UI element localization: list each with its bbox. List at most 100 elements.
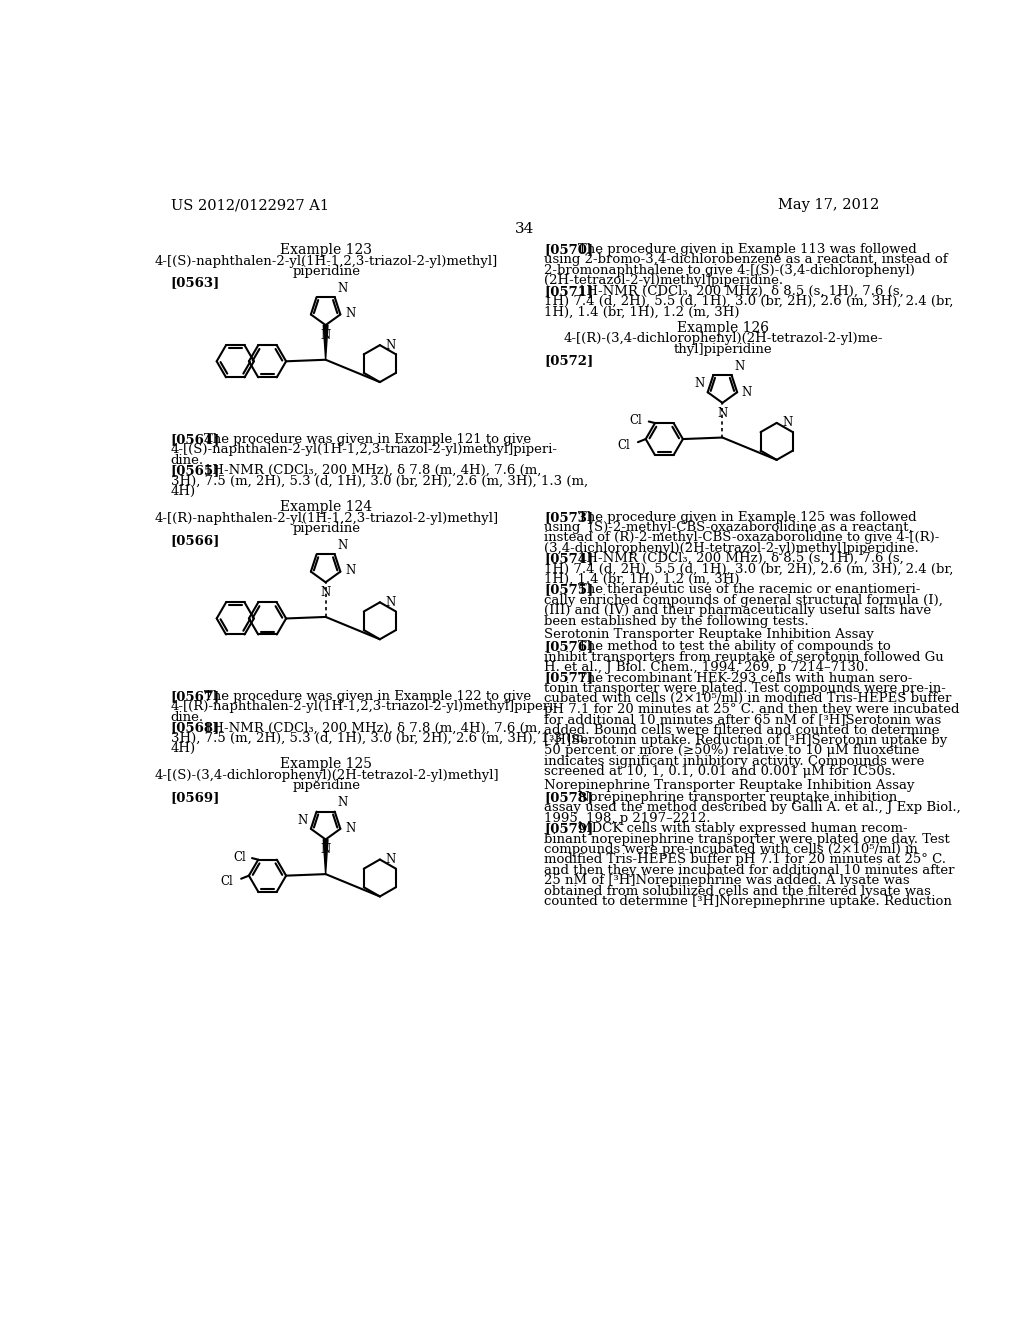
Text: 1H-NMR (CDCl₃, 200 MHz), δ 7.8 (m, 4H), 7.6 (m,: 1H-NMR (CDCl₃, 200 MHz), δ 7.8 (m, 4H), … <box>204 721 542 734</box>
Text: Example 126: Example 126 <box>677 321 769 335</box>
Text: The procedure was given in Example 122 to give: The procedure was given in Example 122 t… <box>204 690 531 704</box>
Text: N: N <box>321 329 331 342</box>
Text: Cl: Cl <box>220 875 233 888</box>
Text: N: N <box>338 796 348 809</box>
Text: (3,4-dichlorophenyl)(2H-tetrazol-2-yl)methyl]piperidine.: (3,4-dichlorophenyl)(2H-tetrazol-2-yl)me… <box>544 543 919 554</box>
Text: indicates significant inhibitory activity. Compounds were: indicates significant inhibitory activit… <box>544 755 925 768</box>
Text: 4H): 4H) <box>171 484 196 498</box>
Text: thyl]piperidine: thyl]piperidine <box>674 343 772 356</box>
Text: been established by the following tests.: been established by the following tests. <box>544 615 809 627</box>
Text: The therapeutic use of the racemic or enantiomeri-: The therapeutic use of the racemic or en… <box>578 583 920 597</box>
Text: 4-[(S)-naphthalen-2-yl(1H-1,2,3-triazol-2-yl)methyl]: 4-[(S)-naphthalen-2-yl(1H-1,2,3-triazol-… <box>155 255 498 268</box>
Text: MDCK cells with stably expressed human recom-: MDCK cells with stably expressed human r… <box>578 822 907 836</box>
Text: piperidine: piperidine <box>293 265 360 279</box>
Text: 4-[(R)-naphthalen-2-yl(1H-1,2,3-triazol-2-yl)methyl]: 4-[(R)-naphthalen-2-yl(1H-1,2,3-triazol-… <box>155 512 499 525</box>
Text: added. Bound cells were filtered and counted to determine: added. Bound cells were filtered and cou… <box>544 723 940 737</box>
Text: piperidine: piperidine <box>293 779 360 792</box>
Text: [0569]: [0569] <box>171 791 220 804</box>
Text: [0575]: [0575] <box>544 583 594 597</box>
Text: dine.: dine. <box>171 454 204 467</box>
Text: 50 percent or more (≥50%) relative to 10 μM fluoxetine: 50 percent or more (≥50%) relative to 10… <box>544 744 920 758</box>
Text: Cl: Cl <box>630 414 643 428</box>
Text: Serotonin Transporter Reuptake Inhibition Assay: Serotonin Transporter Reuptake Inhibitio… <box>544 628 874 642</box>
Text: The procedure was given in Example 121 to give: The procedure was given in Example 121 t… <box>204 433 531 446</box>
Text: 4-[(R)-(3,4-dichlorophenyl)(2H-tetrazol-2-yl)me-: 4-[(R)-(3,4-dichlorophenyl)(2H-tetrazol-… <box>563 333 883 346</box>
Text: dine.: dine. <box>171 711 204 723</box>
Text: 25 nM of [³H]Norepinephrine was added. A lysate was: 25 nM of [³H]Norepinephrine was added. A… <box>544 874 909 887</box>
Text: N: N <box>385 595 395 609</box>
Text: obtained from solubilized cells and the filtered lysate was: obtained from solubilized cells and the … <box>544 884 931 898</box>
Text: N: N <box>338 282 348 294</box>
Text: N: N <box>734 360 744 372</box>
Text: The procedure given in Example 125 was followed: The procedure given in Example 125 was f… <box>578 511 916 524</box>
Text: [0566]: [0566] <box>171 533 220 546</box>
Text: using 2-bromo-3,4-dichlorobenzene as a reactant, instead of: using 2-bromo-3,4-dichlorobenzene as a r… <box>544 253 948 267</box>
Text: N: N <box>782 416 793 429</box>
Text: N: N <box>338 539 348 552</box>
Text: Example 125: Example 125 <box>281 758 373 771</box>
Text: 34: 34 <box>515 222 535 235</box>
Text: May 17, 2012: May 17, 2012 <box>777 198 879 213</box>
Text: [0572]: [0572] <box>544 354 594 367</box>
Text: Cl: Cl <box>617 438 630 451</box>
Text: 4-[(R)-naphthalen-2-yl(1H-1,2,3-triazol-2-yl)methyl]piperi-: 4-[(R)-naphthalen-2-yl(1H-1,2,3-triazol-… <box>171 701 558 714</box>
Text: 1H), 1.4 (br, 1H), 1.2 (m, 3H): 1H), 1.4 (br, 1H), 1.2 (m, 3H) <box>544 305 739 318</box>
Text: assay used the method described by Galli A. et al., J Exp Biol.,: assay used the method described by Galli… <box>544 801 961 814</box>
Text: 1H), 1.4 (br, 1H), 1.2 (m, 3H): 1H), 1.4 (br, 1H), 1.2 (m, 3H) <box>544 573 739 586</box>
Text: [0577]: [0577] <box>544 672 593 685</box>
Text: Norepinephrine Transporter Reuptake Inhibition Assay: Norepinephrine Transporter Reuptake Inhi… <box>544 779 914 792</box>
Text: modified Tris-HEPES buffer pH 7.1 for 20 minutes at 25° C.: modified Tris-HEPES buffer pH 7.1 for 20… <box>544 853 946 866</box>
Text: 1H) 7.4 (d, 2H), 5.5 (d, 1H), 3.0 (br, 2H), 2.6 (m, 3H), 2.4 (br,: 1H) 7.4 (d, 2H), 5.5 (d, 1H), 3.0 (br, 2… <box>544 296 953 308</box>
Text: [0568]: [0568] <box>171 721 220 734</box>
Text: cubated with cells (2×10⁵/ml) in modified Tris-HEPES buffer: cubated with cells (2×10⁵/ml) in modifie… <box>544 693 951 705</box>
Text: inhibit transporters from reuptake of serotonin followed Gu: inhibit transporters from reuptake of se… <box>544 651 944 664</box>
Text: binant norepinephrine transporter were plated one day. Test: binant norepinephrine transporter were p… <box>544 833 950 846</box>
Text: Cl: Cl <box>233 851 246 863</box>
Text: [0565]: [0565] <box>171 465 220 477</box>
Text: [0571]: [0571] <box>544 285 594 298</box>
Text: (III) and (IV) and their pharmaceutically useful salts have: (III) and (IV) and their pharmaceuticall… <box>544 605 931 618</box>
Text: [0564]: [0564] <box>171 433 220 446</box>
Text: compounds were pre-incubated with cells (2×10⁵/ml) in: compounds were pre-incubated with cells … <box>544 843 918 855</box>
Text: tonin transporter were plated. Test compounds were pre-in-: tonin transporter were plated. Test comp… <box>544 682 946 696</box>
Text: N: N <box>345 308 355 321</box>
Text: N: N <box>694 378 705 389</box>
Text: pH 7.1 for 20 minutes at 25° C. and then they were incubated: pH 7.1 for 20 minutes at 25° C. and then… <box>544 702 959 715</box>
Text: The recombinant HEK-293 cells with human sero-: The recombinant HEK-293 cells with human… <box>578 672 912 685</box>
Text: 3H), 7.5 (m, 2H), 5.3 (d, 1H), 3.0 (br, 2H), 2.6 (m, 3H), 1.3 (m,: 3H), 7.5 (m, 2H), 5.3 (d, 1H), 3.0 (br, … <box>171 731 588 744</box>
Text: 4-[(S)-(3,4-dichlorophenyl)(2H-tetrazol-2-yl)methyl]: 4-[(S)-(3,4-dichlorophenyl)(2H-tetrazol-… <box>154 770 499 781</box>
Text: for additional 10 minutes after 65 nM of [³H]Serotonin was: for additional 10 minutes after 65 nM of… <box>544 713 941 726</box>
Text: [0579]: [0579] <box>544 822 594 836</box>
Text: 4-[(S)-naphthalen-2-yl(1H-1,2,3-triazol-2-yl)methyl]piperi-: 4-[(S)-naphthalen-2-yl(1H-1,2,3-triazol-… <box>171 444 558 457</box>
Text: N: N <box>321 843 331 857</box>
Text: US 2012/0122927 A1: US 2012/0122927 A1 <box>171 198 329 213</box>
Text: 1H-NMR (CDCl₃, 200 MHz), δ 8.5 (s, 1H), 7.6 (s,: 1H-NMR (CDCl₃, 200 MHz), δ 8.5 (s, 1H), … <box>578 285 903 298</box>
Text: H. et al., J Biol. Chem., 1994, 269, p 7214–7130.: H. et al., J Biol. Chem., 1994, 269, p 7… <box>544 661 868 675</box>
Text: [0573]: [0573] <box>544 511 593 524</box>
Text: 1H) 7.4 (d, 2H), 5.5 (d, 1H), 3.0 (br, 2H), 2.6 (m, 3H), 2.4 (br,: 1H) 7.4 (d, 2H), 5.5 (d, 1H), 3.0 (br, 2… <box>544 562 953 576</box>
Text: The method to test the ability of compounds to: The method to test the ability of compou… <box>578 640 890 653</box>
Text: N: N <box>298 813 308 826</box>
Text: piperidine: piperidine <box>293 523 360 535</box>
Text: counted to determine [³H]Norepinephrine uptake. Reduction: counted to determine [³H]Norepinephrine … <box>544 895 952 908</box>
Text: Example 124: Example 124 <box>281 500 373 515</box>
Text: 1H-NMR (CDCl₃, 200 MHz), δ 7.8 (m, 4H), 7.6 (m,: 1H-NMR (CDCl₃, 200 MHz), δ 7.8 (m, 4H), … <box>204 465 542 477</box>
Text: [0574]: [0574] <box>544 552 594 565</box>
Text: 3H), 7.5 (m, 2H), 5.3 (d, 1H), 3.0 (br, 2H), 2.6 (m, 3H), 1.3 (m,: 3H), 7.5 (m, 2H), 5.3 (d, 1H), 3.0 (br, … <box>171 474 588 487</box>
Text: [0576]: [0576] <box>544 640 594 653</box>
Text: Example 123: Example 123 <box>281 243 373 257</box>
Text: The procedure given in Example 113 was followed: The procedure given in Example 113 was f… <box>578 243 916 256</box>
Text: screened at 10, 1, 0.1, 0.01 and 0.001 μM for IC50s.: screened at 10, 1, 0.1, 0.01 and 0.001 μ… <box>544 766 896 779</box>
Text: 4H): 4H) <box>171 742 196 755</box>
Text: N: N <box>385 853 395 866</box>
Text: [0567]: [0567] <box>171 690 220 704</box>
Text: and then they were incubated for additional 10 minutes after: and then they were incubated for additio… <box>544 863 954 876</box>
Text: N: N <box>385 339 395 351</box>
Polygon shape <box>324 325 328 360</box>
Text: 2-bromonaphthalene to give 4-[(S)-(3,4-dichlorophenyl): 2-bromonaphthalene to give 4-[(S)-(3,4-d… <box>544 264 915 277</box>
Text: N: N <box>321 586 331 599</box>
Text: [0563]: [0563] <box>171 277 220 289</box>
Text: (2H-tetrazol-2-yl)methyl]piperidine.: (2H-tetrazol-2-yl)methyl]piperidine. <box>544 275 783 288</box>
Text: using  (S)-2-methyl-CBS-oxazaborolidine as a reactant,: using (S)-2-methyl-CBS-oxazaborolidine a… <box>544 521 912 535</box>
Polygon shape <box>324 840 328 874</box>
